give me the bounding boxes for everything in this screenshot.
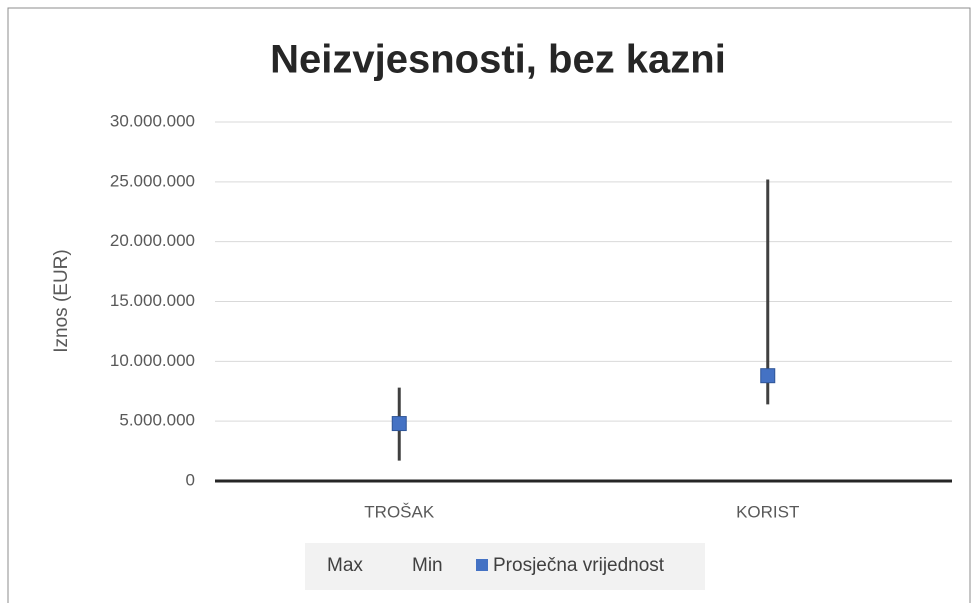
legend-label: Max (327, 555, 363, 576)
chart-border (7, 7, 971, 603)
y-tick-label: 5.000.000 (119, 411, 195, 430)
y-tick-label: 20.000.000 (110, 231, 195, 250)
y-tick-label: 30.000.000 (110, 111, 195, 130)
x-tick-label: KORIST (736, 502, 799, 521)
y-tick-label: 0 (186, 470, 195, 489)
chart-title: Neizvjesnosti, bez kazni (270, 38, 726, 82)
y-tick-label: 10.000.000 (110, 351, 195, 370)
y-tick-label: 15.000.000 (110, 291, 195, 310)
average-marker (760, 368, 776, 384)
average-marker (391, 416, 407, 432)
legend-label: Min (412, 555, 443, 576)
x-tick-label: TROŠAK (364, 502, 435, 521)
legend-label: Prosječna vrijednost (493, 555, 665, 576)
legend-swatch (476, 559, 488, 571)
y-axis-label: Iznos (EUR) (51, 249, 72, 352)
legend-box (305, 543, 705, 590)
y-tick-label: 25.000.000 (110, 171, 195, 190)
